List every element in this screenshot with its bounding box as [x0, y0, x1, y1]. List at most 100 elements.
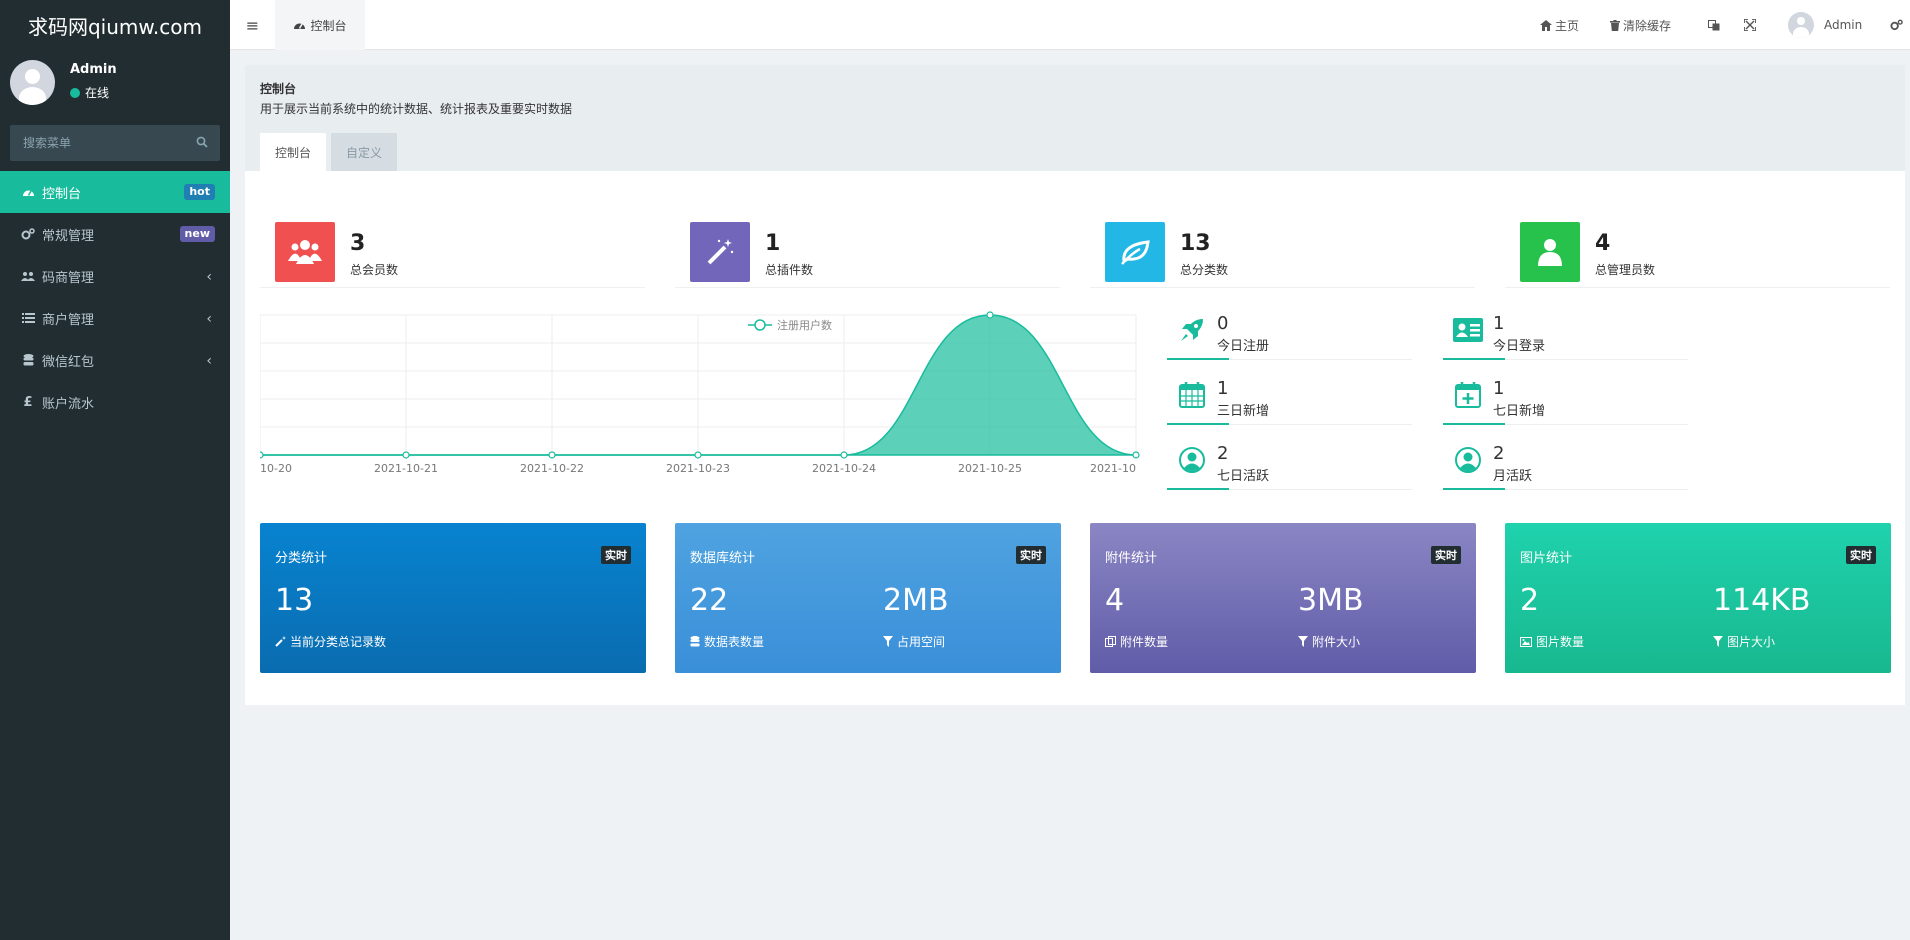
tab-custom[interactable]: 自定义 — [331, 133, 398, 171]
user-name: Admin — [70, 62, 117, 77]
sidebar-item-label: 常规管理 — [42, 228, 95, 244]
mini-stat-value: 1 — [1493, 313, 1505, 334]
leaf-icon — [1105, 222, 1165, 282]
mini-stat-today-register: 0 今日注册 — [1167, 305, 1412, 360]
clear-cache-link[interactable]: 清除缓存 — [1610, 0, 1671, 50]
data-point — [840, 451, 848, 459]
fullscreen-toggle[interactable] — [1744, 0, 1756, 50]
home-icon — [1540, 19, 1552, 31]
mini-stat-value: 0 — [1217, 313, 1229, 334]
progress-bar — [1167, 488, 1229, 490]
stat-value: 4 — [1595, 231, 1611, 256]
settings-button[interactable] — [1890, 0, 1903, 50]
filter-icon — [1298, 636, 1308, 647]
user-status-label: 在线 — [85, 86, 110, 100]
cogs-icon — [1890, 19, 1903, 31]
stat-label: 总分类数 — [1180, 263, 1229, 277]
avatar — [1788, 12, 1814, 38]
stat-label: 总会员数 — [350, 263, 399, 277]
x-tick-label: 10-20 — [260, 462, 292, 475]
sidebar-item-general[interactable]: 常规管理 new — [0, 213, 230, 255]
progress-bar — [1443, 358, 1505, 360]
realtime-badge: 实时 — [601, 546, 631, 564]
info-box-sub-label: 当前分类总记录数 — [290, 635, 387, 649]
tab-dashboard[interactable]: 控制台 — [275, 0, 365, 50]
progress-bar — [1443, 488, 1505, 490]
sidebar-item-label: 控制台 — [42, 186, 82, 202]
progress-bar — [1167, 423, 1229, 425]
search-icon[interactable] — [196, 136, 208, 148]
sidebar: 求码网qiumw.com Admin 在线 控制台 hot 常规管理 new 码… — [0, 0, 230, 940]
stat-card-admins: 4 总管理员数 — [1505, 206, 1890, 288]
info-box-value: 22 — [690, 583, 729, 618]
info-box-value: 13 — [275, 583, 314, 618]
magic-icon — [275, 636, 286, 647]
users-icon — [20, 269, 36, 283]
pound-icon: £ — [23, 394, 33, 410]
chevron-left-icon: ‹ — [206, 311, 212, 327]
stat-label: 总插件数 — [765, 263, 814, 277]
info-box-sub-label: 附件大小 — [1312, 635, 1361, 649]
logo[interactable]: 求码网qiumw.com — [0, 0, 230, 50]
avatar — [10, 60, 55, 105]
info-box-category: 分类统计 实时 13 当前分类总记录数 — [260, 523, 646, 673]
mini-stat-label: 月活跃 — [1493, 469, 1533, 484]
mini-stat-value: 2 — [1493, 443, 1505, 464]
info-box-sub-label: 数据表数量 — [704, 635, 765, 649]
user-circle-icon — [1453, 445, 1483, 475]
legend-label: 注册用户数 — [777, 318, 832, 332]
data-point — [986, 311, 994, 319]
sidebar-item-label: 账户流水 — [42, 396, 95, 412]
fullscreen-icon — [1744, 19, 1756, 31]
id-card-icon — [1453, 315, 1483, 345]
data-point — [1132, 451, 1140, 459]
user-menu[interactable]: Admin — [1788, 0, 1862, 50]
info-box-database: 数据库统计 实时 22 数据表数量 2MB 占用空间 — [675, 523, 1061, 673]
series-area — [260, 315, 1136, 455]
page-title: 控制台 — [260, 82, 297, 96]
online-dot-icon — [70, 87, 80, 98]
user-status: 在线 — [70, 84, 109, 101]
info-box-value: 4 — [1105, 583, 1125, 618]
sidebar-search — [10, 125, 220, 161]
logo-text: 求码网qiumw.com — [27, 14, 202, 39]
calendar-icon — [1177, 380, 1207, 410]
files-icon — [1105, 636, 1116, 647]
filter-icon — [883, 636, 893, 647]
sidebar-item-account-flow[interactable]: £ 账户流水 — [0, 381, 230, 423]
info-box-value: 2MB — [883, 583, 949, 618]
sidebar-item-wechat-redpacket[interactable]: 微信红包 ‹ — [0, 339, 230, 381]
mini-stat-label: 今日注册 — [1217, 339, 1270, 354]
mini-stat-label: 三日新增 — [1217, 404, 1270, 419]
menu-toggle-icon[interactable]: ≡ — [245, 15, 260, 35]
progress-bar — [1167, 358, 1229, 360]
users-icon — [275, 222, 335, 282]
home-link[interactable]: 主页 — [1540, 0, 1579, 50]
chevron-left-icon: ‹ — [206, 269, 212, 285]
info-box-sub: 占用空间 — [883, 633, 945, 650]
stat-card-members: 3 总会员数 — [260, 206, 645, 288]
tab-dashboard-panel[interactable]: 控制台 — [260, 133, 327, 171]
info-box-attachment: 附件统计 实时 4 附件数量 3MB 附件大小 — [1090, 523, 1476, 673]
sidebar-item-label: 码商管理 — [42, 270, 95, 286]
info-box-sub: 数据表数量 — [690, 633, 764, 650]
language-toggle[interactable] — [1708, 0, 1720, 50]
sidebar-item-merchant[interactable]: 商户管理 ‹ — [0, 297, 230, 339]
info-box-value: 3MB — [1298, 583, 1364, 618]
sidebar-item-merchant-code[interactable]: 码商管理 ‹ — [0, 255, 230, 297]
info-box-sub-label: 图片数量 — [1536, 635, 1585, 649]
realtime-badge: 实时 — [1431, 546, 1461, 564]
registration-chart: 10-20 2021-10-21 2021-10-22 2021-10-23 2021-… — [260, 311, 1140, 475]
list-icon — [20, 311, 36, 325]
mini-stat-label: 今日登录 — [1493, 339, 1546, 354]
search-input[interactable] — [10, 125, 220, 161]
info-box-title: 分类统计 — [275, 551, 328, 566]
dashboard-icon — [294, 23, 306, 29]
page-description: 用于展示当前系统中的统计数据、统计报表及重要实时数据 — [260, 102, 573, 116]
data-point — [260, 451, 264, 459]
mini-stat-seven-day-active: 2 七日活跃 — [1167, 435, 1412, 490]
sidebar-item-dashboard[interactable]: 控制台 hot — [0, 171, 230, 213]
info-box-value: 2 — [1520, 583, 1540, 618]
dashboard-icon — [20, 185, 36, 199]
data-point — [548, 451, 556, 459]
